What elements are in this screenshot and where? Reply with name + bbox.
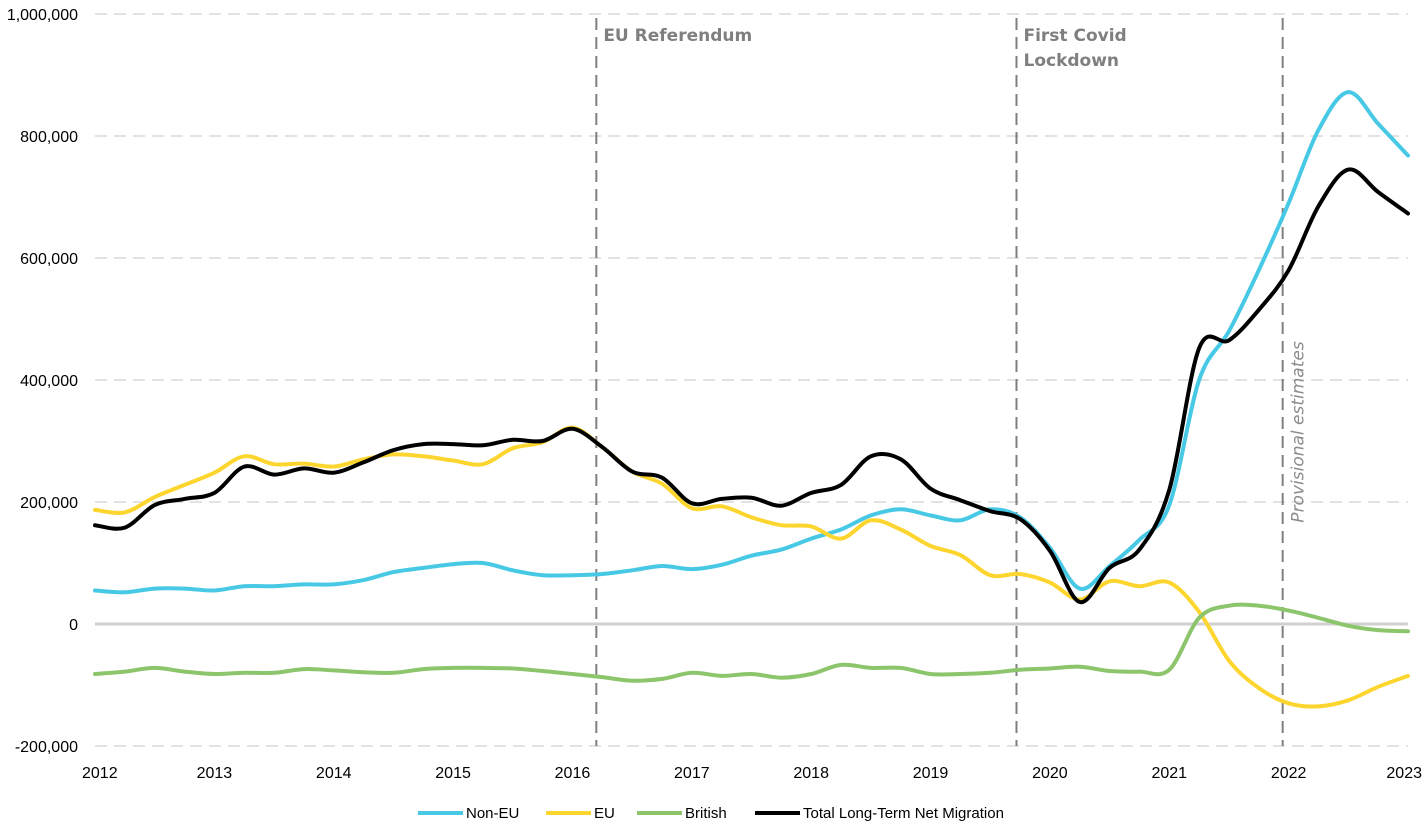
grid-lines <box>95 13 1408 747</box>
x-tick-label: 2016 <box>555 765 591 782</box>
series-line-eu <box>93 425 1410 709</box>
x-tick-label: 2021 <box>1151 765 1187 782</box>
y-tick-label: 200,000 <box>20 495 78 512</box>
x-tick-label: 2018 <box>793 765 829 782</box>
series-line-total-long-term-net-migration <box>93 167 1410 605</box>
x-tick-label: 2022 <box>1271 765 1307 782</box>
y-tick-label: 1,000,000 <box>7 7 78 24</box>
event-lines <box>595 18 1284 746</box>
y-tick-label: 0 <box>69 617 78 634</box>
legend-label: Non-EU <box>466 805 519 822</box>
series-lines <box>93 90 1410 709</box>
y-tick-label: 600,000 <box>20 251 78 268</box>
y-tick-label: 400,000 <box>20 373 78 390</box>
x-tick-label: 2015 <box>435 765 471 782</box>
legend-label: Total Long-Term Net Migration <box>803 805 1004 822</box>
annotation-label: First Covid <box>1023 26 1126 46</box>
x-tick-label: 2020 <box>1032 765 1068 782</box>
series-line-british <box>93 602 1410 683</box>
event-annotations: EU Referendum First Covid Lockdown Provisio… <box>603 26 1308 523</box>
annotation-label: Provisional estimates <box>1289 341 1309 523</box>
legend-label: EU <box>594 805 615 822</box>
series-line-non-eu <box>93 90 1410 595</box>
y-axis-ticks: -200,000 0 200,000 400,000 600,000 800,000 1,0… <box>7 7 78 756</box>
legend: Non-EU EU British Total Long-Term Net Migra… <box>418 805 1004 822</box>
x-axis-ticks: 2012 2013 2014 2015 2016 2017 2018 2019 2020 2021… <box>82 765 1422 782</box>
annotation-label: EU Referendum <box>603 26 752 46</box>
legend-label: British <box>685 805 727 822</box>
y-tick-label: -200,000 <box>15 739 78 756</box>
x-tick-label: 2019 <box>913 765 949 782</box>
x-tick-label: 2014 <box>316 765 352 782</box>
x-tick-label: 2012 <box>82 765 118 782</box>
x-tick-label: 2017 <box>674 765 710 782</box>
x-tick-label: 2013 <box>197 765 233 782</box>
x-tick-label: 2023 <box>1386 765 1422 782</box>
y-tick-label: 800,000 <box>20 129 78 146</box>
annotation-label: Lockdown <box>1023 51 1119 71</box>
